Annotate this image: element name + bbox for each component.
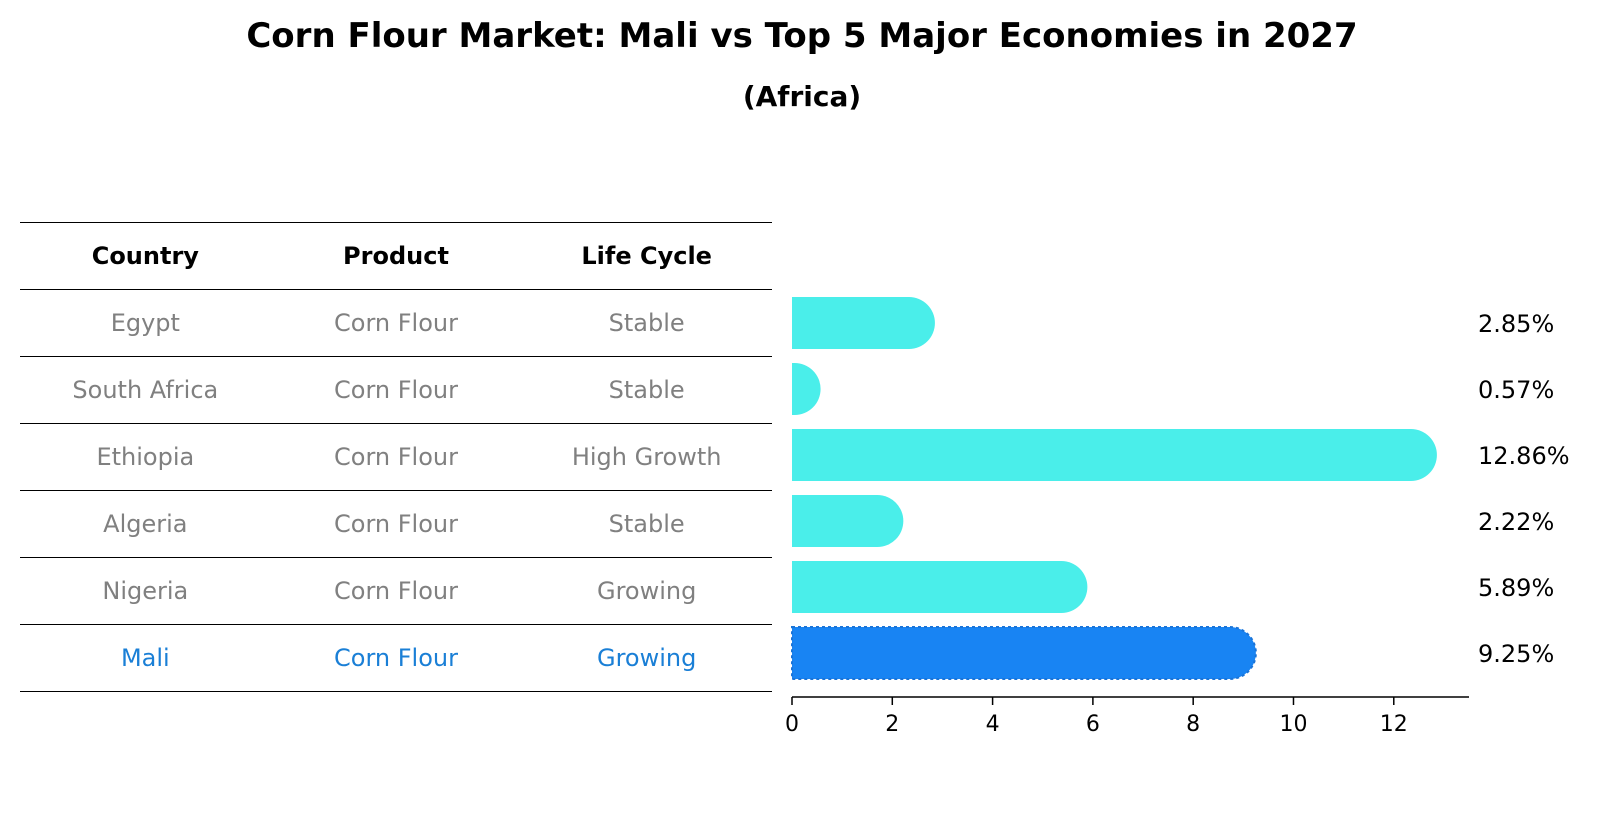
cell-country: Mali (20, 624, 271, 692)
table-row: Nigeria Corn Flour Growing (20, 557, 772, 625)
data-table: Country Product Life Cycle Egypt Corn Fl… (20, 222, 772, 692)
x-tick-label: 6 (1086, 712, 1100, 737)
bar-mali (791, 626, 1257, 680)
cell-country: Ethiopia (20, 423, 271, 491)
table-row-highlighted: Mali Corn Flour Growing (20, 624, 772, 692)
bar-egypt (792, 297, 935, 349)
header-product: Product (270, 222, 522, 290)
cell-product: Corn Flour (270, 356, 522, 424)
x-tick-label: 12 (1380, 712, 1408, 737)
table-row: Ethiopia Corn Flour High Growth (20, 423, 772, 491)
cell-country: South Africa (20, 356, 271, 424)
bar-nigeria (792, 561, 1088, 613)
x-tick-label: 2 (885, 712, 899, 737)
table-header-row: Country Product Life Cycle (20, 222, 772, 290)
x-tick-label: 4 (986, 712, 1000, 737)
bar-ethiopia (792, 429, 1437, 481)
cell-life-cycle: Stable (521, 289, 772, 357)
cell-product: Corn Flour (270, 557, 522, 625)
cell-product: Corn Flour (270, 624, 522, 692)
cell-life-cycle: Growing (521, 624, 772, 692)
cell-product: Corn Flour (270, 490, 522, 558)
cell-country: Nigeria (20, 557, 271, 625)
cell-product: Corn Flour (270, 289, 522, 357)
x-tick-label: 10 (1279, 712, 1307, 737)
table-row: South Africa Corn Flour Stable (20, 356, 772, 424)
cell-life-cycle: High Growth (521, 423, 772, 491)
bar-south-africa (792, 363, 821, 415)
table-row: Algeria Corn Flour Stable (20, 490, 772, 558)
table-row: Egypt Corn Flour Stable (20, 289, 772, 357)
value-label: 0.57% (1478, 376, 1554, 404)
value-label: 12.86% (1478, 442, 1570, 470)
cell-country: Egypt (20, 289, 271, 357)
value-label: 2.85% (1478, 310, 1554, 338)
cell-life-cycle: Stable (521, 490, 772, 558)
cell-product: Corn Flour (270, 423, 522, 491)
cell-country: Algeria (20, 490, 271, 558)
header-life-cycle: Life Cycle (521, 222, 772, 290)
value-label: 5.89% (1478, 574, 1554, 602)
value-label: 2.22% (1478, 508, 1554, 536)
header-country: Country (20, 222, 271, 290)
cell-life-cycle: Growing (521, 557, 772, 625)
bar-algeria (792, 495, 904, 547)
chart-subtitle: (Africa) (742, 80, 862, 113)
value-label: 9.25% (1478, 640, 1554, 668)
x-tick-label: 8 (1186, 712, 1200, 737)
x-tick-label: 0 (785, 712, 799, 737)
cell-life-cycle: Stable (521, 356, 772, 424)
chart-title: Corn Flour Market: Mali vs Top 5 Major E… (246, 16, 1358, 56)
